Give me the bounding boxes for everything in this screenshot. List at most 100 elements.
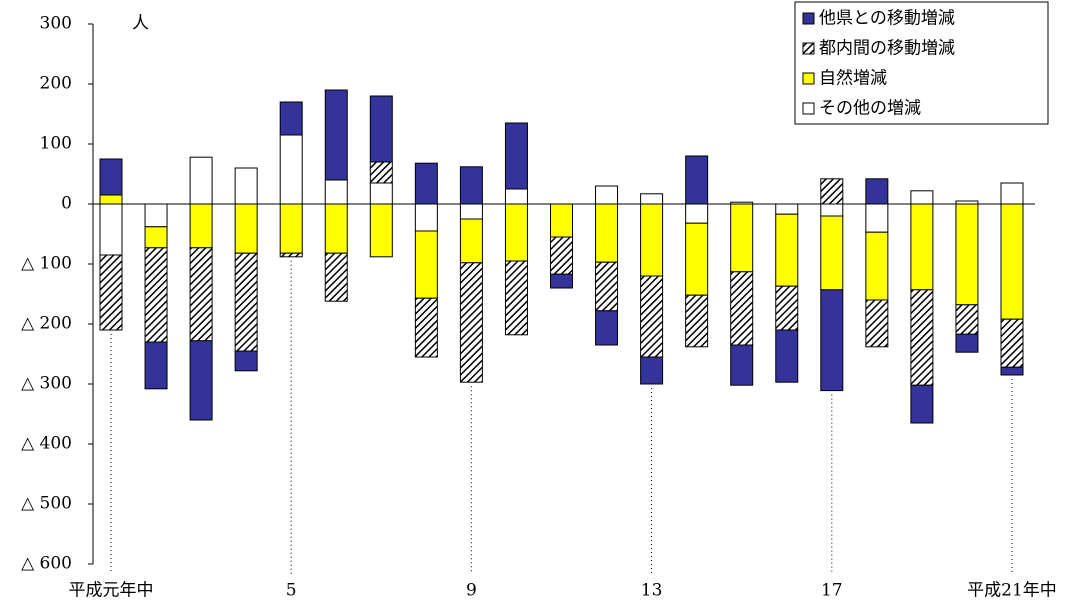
bar-segment	[234, 167, 258, 205]
bar-segment	[685, 222, 709, 296]
bar-segment	[414, 162, 438, 205]
bar-segment	[459, 166, 483, 205]
y-tick-label: △ 500	[21, 494, 72, 514]
bar-segment	[775, 329, 799, 383]
bar-segment	[99, 203, 123, 256]
bar-segment	[414, 203, 438, 232]
bar-segment	[234, 350, 258, 372]
legend-label: 他県との移動増減	[819, 9, 955, 29]
bar-segment	[414, 297, 438, 358]
bar-segment	[685, 155, 709, 205]
y-tick-label: △ 200	[21, 314, 72, 334]
bar-segment	[369, 161, 393, 184]
bar-segment	[910, 384, 934, 424]
x-tick-label: 13	[641, 581, 663, 601]
bar-segment	[1000, 318, 1024, 368]
bar-segment	[1000, 182, 1024, 205]
legend-swatch	[802, 12, 815, 25]
bar-segment	[234, 203, 258, 254]
bar-segment	[1000, 203, 1024, 320]
bar-segment	[279, 252, 303, 258]
bar-segment	[144, 226, 168, 249]
bar-segment	[595, 203, 619, 263]
bar-segment	[324, 252, 348, 302]
legend-swatch	[802, 42, 815, 55]
bar-segment	[730, 271, 754, 346]
bar-segment	[595, 185, 619, 205]
bar-segment	[865, 178, 889, 205]
y-tick-label: △ 400	[21, 434, 72, 454]
bar-segment	[820, 203, 844, 217]
legend-swatch	[802, 102, 815, 115]
bar-segment	[279, 134, 303, 205]
bar-segment	[640, 356, 664, 385]
bar-segment	[640, 203, 664, 277]
bar-segment	[369, 203, 393, 258]
bar-segment	[775, 213, 799, 287]
x-tick-label: 5	[286, 581, 297, 601]
bar-segment	[775, 203, 799, 215]
bar-segment	[775, 285, 799, 331]
bar-segment	[504, 188, 528, 205]
bar-segment	[955, 304, 979, 335]
bar-segment	[550, 203, 573, 238]
bar-segment	[910, 203, 934, 291]
bar-segment	[279, 203, 303, 254]
bar-segment	[685, 203, 709, 224]
bar-segment	[459, 203, 483, 220]
legend-label: 自然増減	[819, 69, 887, 89]
bar-segment	[504, 203, 528, 262]
y-tick-label: △ 600	[21, 554, 72, 574]
bar-segment	[595, 261, 619, 312]
y-tick-label: 0	[61, 194, 72, 214]
bar-segment	[955, 333, 979, 353]
bar-segment	[1000, 366, 1024, 376]
bar-segment	[730, 344, 754, 386]
bar-segment	[324, 179, 348, 205]
bar-segment	[99, 254, 123, 331]
bar-segment	[820, 289, 844, 392]
bar-segment	[324, 203, 348, 254]
x-tick-label: 平成元年中	[69, 581, 154, 601]
x-tick-label: 17	[821, 581, 843, 601]
bar-segment	[369, 95, 393, 163]
bar-segment	[144, 341, 168, 390]
bar-segment	[550, 273, 573, 289]
bar-segment	[234, 252, 258, 352]
bar-segment	[640, 275, 664, 358]
bar-segment	[99, 158, 123, 196]
bar-segment	[730, 203, 754, 273]
bar-segment	[189, 247, 213, 342]
bar-segment	[144, 247, 168, 343]
bar-segment	[189, 203, 213, 249]
bar-segment	[640, 193, 664, 205]
bar-segment	[955, 203, 979, 306]
y-tick-label: △ 100	[21, 254, 72, 274]
legend-label: 都内間の移動増減	[819, 39, 955, 59]
y-unit: 人	[132, 14, 149, 34]
bar-segment	[865, 299, 889, 348]
bar-segment	[414, 230, 438, 299]
bar-segment	[910, 289, 934, 386]
bar-segment	[504, 122, 528, 190]
x-tick-label: 9	[466, 581, 477, 601]
bar-segment	[189, 156, 213, 205]
bar-segment	[369, 182, 393, 205]
bar-segment	[189, 340, 213, 421]
bar-segment	[910, 190, 934, 205]
y-tick-label: 300	[40, 14, 72, 34]
bar-segment	[865, 203, 889, 233]
bar-segment	[820, 178, 844, 205]
bar-segment	[820, 215, 844, 291]
bar-segment	[550, 236, 573, 275]
bar-segment	[279, 101, 303, 136]
bar-segment	[324, 89, 348, 181]
bar-segment	[459, 218, 483, 264]
legend-label: その他の増減	[819, 99, 921, 119]
legend-swatch	[802, 72, 815, 85]
y-tick-label: 100	[40, 134, 72, 154]
y-tick-label: △ 300	[21, 374, 72, 394]
y-tick-label: 200	[40, 74, 72, 94]
bar-segment	[685, 294, 709, 348]
